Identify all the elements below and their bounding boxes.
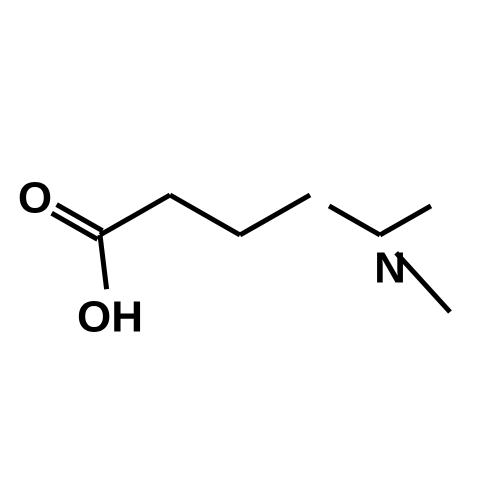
bond-single	[170, 195, 240, 235]
atom-label-O_dbl: O	[18, 174, 52, 223]
bond-single	[329, 206, 380, 235]
molecule-diagram: O OH N	[0, 0, 500, 500]
atom-label-OH: OH	[77, 293, 143, 342]
bond-single	[100, 235, 107, 289]
atom-label-N: N	[374, 244, 406, 293]
bond-single	[240, 195, 310, 235]
bond-single	[380, 206, 431, 235]
bond-single	[100, 195, 170, 235]
